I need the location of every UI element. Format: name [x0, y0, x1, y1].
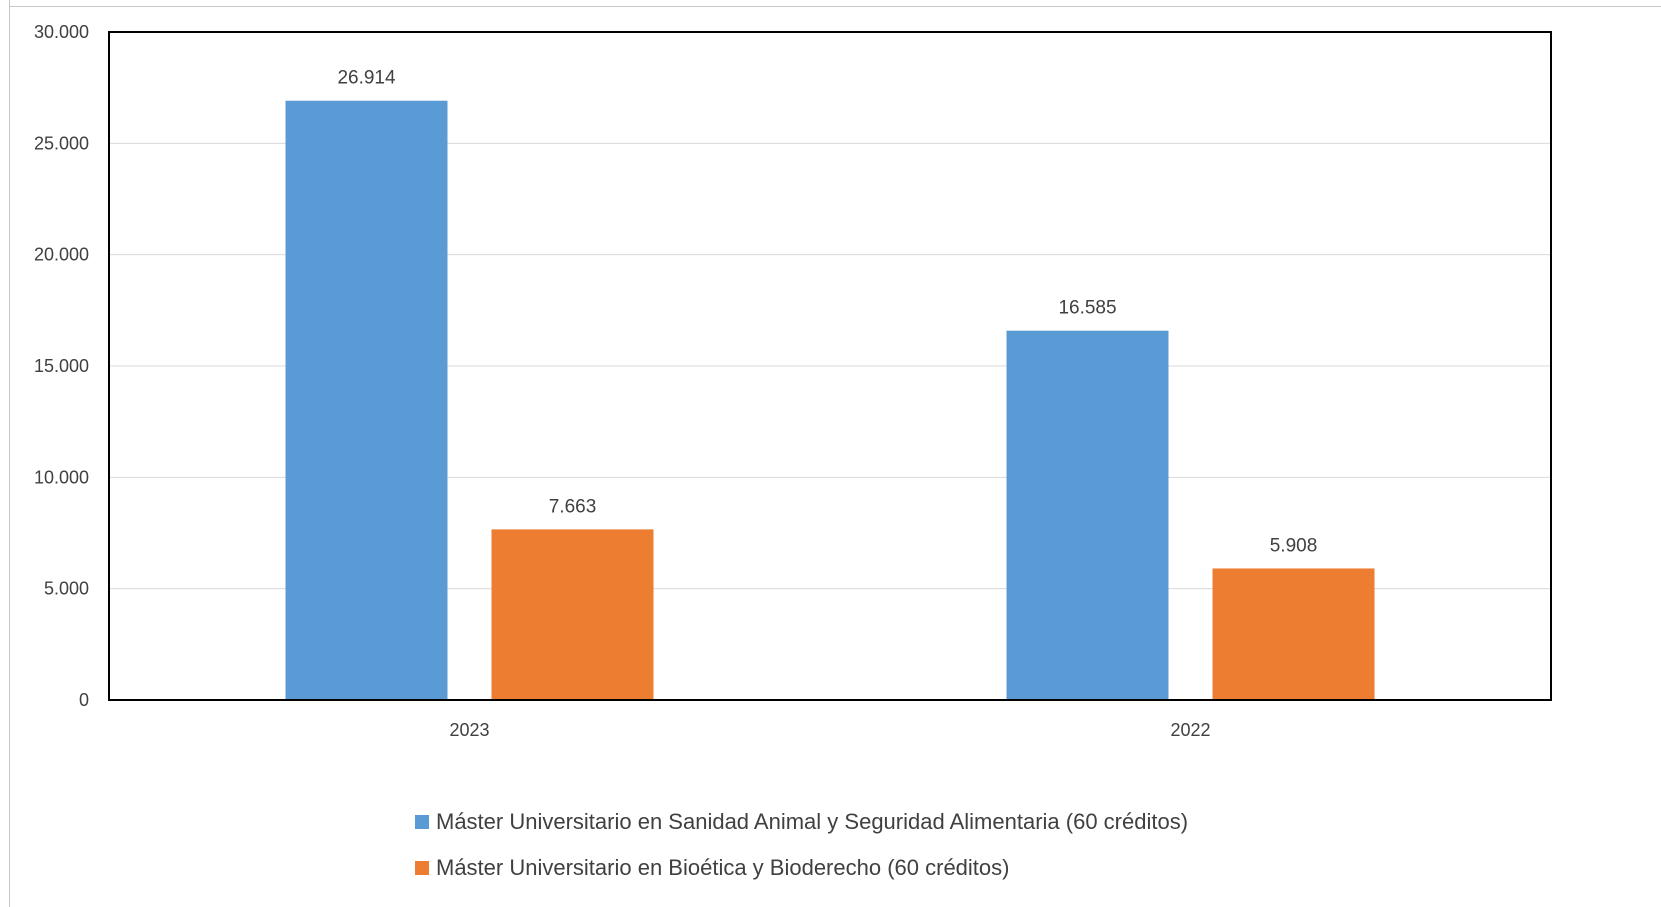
bars — [285, 100, 1375, 700]
y-tick-label: 20.000 — [34, 245, 89, 265]
bar[interactable] — [285, 100, 448, 700]
legend: Máster Universitario en Sanidad Animal y… — [415, 808, 1188, 900]
y-tick-label: 25.000 — [34, 133, 89, 153]
y-tick-label: 30.000 — [34, 22, 89, 42]
y-tick-label: 5.000 — [44, 579, 89, 599]
legend-swatch-sanidad — [415, 815, 429, 829]
y-tick-label: 10.000 — [34, 467, 89, 487]
legend-item-bioetica[interactable]: Máster Universitario en Bioética y Biode… — [415, 854, 1188, 882]
bar[interactable] — [1212, 568, 1375, 700]
y-axis: 0 5.000 10.000 15.000 20.000 25.000 30.000 — [34, 22, 89, 710]
legend-label-sanidad: Máster Universitario en Sanidad Animal y… — [436, 809, 1189, 834]
bar[interactable] — [1006, 330, 1169, 700]
x-tick-label: 2022 — [1170, 720, 1210, 740]
data-label: 5.908 — [1270, 535, 1318, 556]
data-label: 26.914 — [337, 68, 396, 89]
legend-item-sanidad[interactable]: Máster Universitario en Sanidad Animal y… — [415, 808, 1188, 836]
data-label: 16.585 — [1058, 298, 1116, 319]
legend-label-bioetica: Máster Universitario en Bioética y Biode… — [436, 855, 1010, 880]
data-label: 7.663 — [549, 496, 597, 517]
data-labels: 26.914 7.663 16.585 5.908 — [337, 68, 1317, 557]
x-tick-label: 2023 — [449, 720, 489, 740]
x-axis: 2023 2022 — [449, 720, 1210, 740]
y-tick-label: 15.000 — [34, 356, 89, 376]
bar[interactable] — [491, 529, 654, 700]
y-tick-label: 0 — [79, 690, 89, 710]
plot-area-border — [108, 31, 1552, 701]
legend-swatch-bioetica — [415, 861, 429, 875]
